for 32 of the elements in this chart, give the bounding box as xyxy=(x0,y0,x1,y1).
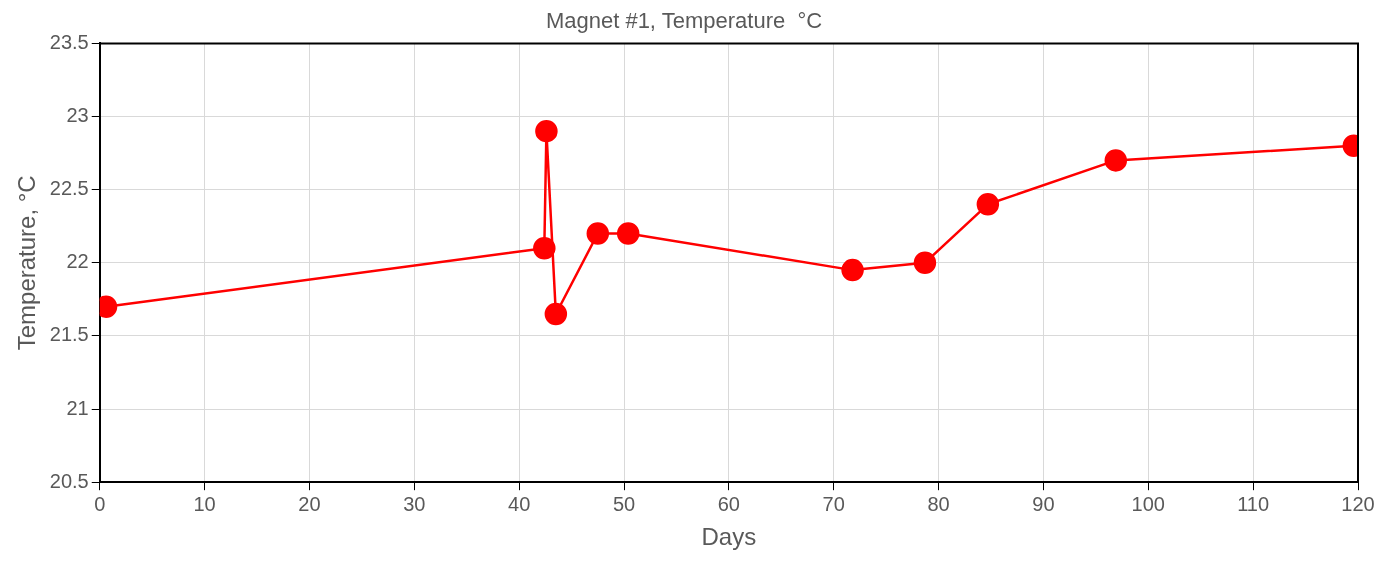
x-tick-label: 90 xyxy=(1032,492,1055,515)
point xyxy=(616,222,640,245)
point xyxy=(586,222,610,245)
x-tick-label: 20 xyxy=(298,492,321,515)
chart-title: Magnet #1, Temperature °C xyxy=(545,8,823,34)
point xyxy=(976,193,1000,216)
x-tick-label: 40 xyxy=(508,492,531,515)
x-tick-label: 80 xyxy=(927,492,950,515)
x-tick-label: 60 xyxy=(717,492,740,515)
x-tick-label: 100 xyxy=(1131,492,1165,515)
x-tick-label: 120 xyxy=(1341,492,1375,515)
x-tick-label: 70 xyxy=(822,492,845,515)
y-tick-label: 22 xyxy=(66,250,89,273)
x-tick-label: 110 xyxy=(1237,492,1270,515)
point xyxy=(533,236,556,260)
y-tick-label: 20.5 xyxy=(49,469,89,492)
y-tick-label: 22.5 xyxy=(49,177,89,200)
y-axis-title: Temperature, °C xyxy=(13,175,41,351)
y-tick-label: 21 xyxy=(66,396,89,419)
x-axis-title: Days xyxy=(701,523,757,551)
point xyxy=(535,119,558,143)
point xyxy=(1104,149,1128,172)
y-tick-label: 21.5 xyxy=(49,323,89,346)
y-tick-label: 23 xyxy=(66,104,89,127)
point xyxy=(913,251,937,275)
x-tick-label: 10 xyxy=(193,492,216,515)
point xyxy=(544,302,568,326)
point xyxy=(841,258,864,282)
y-tick-label: 23.5 xyxy=(49,30,89,53)
x-tick-label: 30 xyxy=(403,492,426,515)
x-tick-label: 0 xyxy=(94,492,106,515)
x-tick-label: 50 xyxy=(612,492,636,515)
